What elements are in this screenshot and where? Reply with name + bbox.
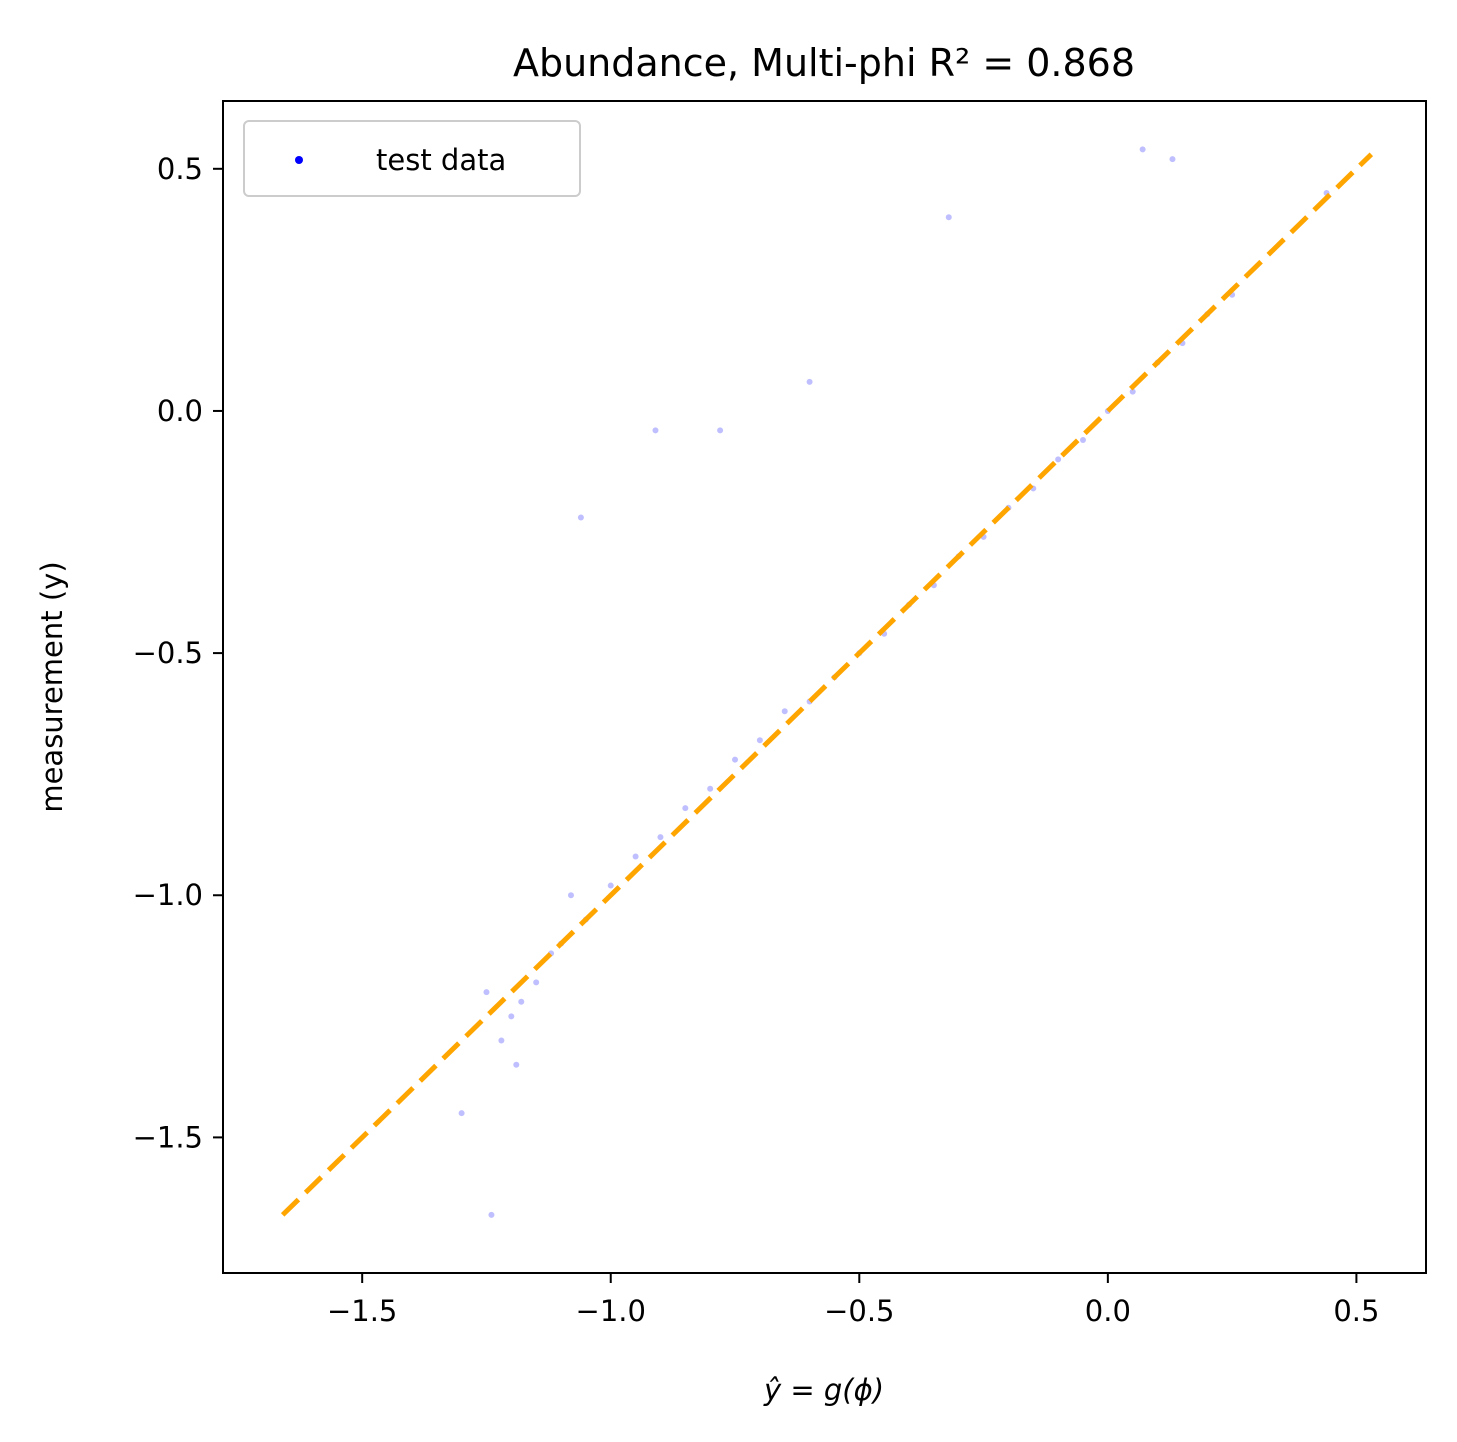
data-point — [483, 989, 490, 996]
x-axis-label: ŷ = g(ϕ) — [763, 1373, 884, 1407]
data-point — [945, 214, 952, 221]
data-point — [707, 785, 714, 792]
data-point — [652, 427, 659, 434]
data-point — [488, 1211, 495, 1218]
x-axis: −1.5 −1.0 −0.5 0.0 0.5 — [327, 1273, 1379, 1328]
identity-line — [280, 152, 1374, 1217]
data-point — [513, 1061, 520, 1068]
y-axis: −1.5 −1.0 −0.5 0.0 0.5 — [133, 152, 223, 1154]
data-point — [806, 378, 813, 385]
data-point — [657, 834, 664, 841]
y-axis-label: measurement (y) — [35, 561, 69, 812]
data-point — [632, 853, 639, 860]
data-point — [1129, 388, 1136, 395]
y-tick-label: −1.5 — [133, 1120, 203, 1154]
x-tick-label: 0.5 — [1333, 1294, 1379, 1328]
y-tick-label: −1.0 — [133, 878, 203, 912]
y-tick-label: 0.0 — [157, 394, 203, 428]
data-point — [682, 805, 689, 812]
legend-box — [243, 120, 581, 197]
data-point — [533, 979, 540, 986]
data-point — [518, 998, 525, 1005]
data-point — [1139, 146, 1146, 153]
legend-marker — [295, 156, 303, 164]
data-point — [607, 882, 614, 889]
y-tick-label: −0.5 — [133, 636, 203, 670]
data-point — [717, 427, 724, 434]
data-point — [732, 756, 739, 763]
y-tick-label: 0.5 — [157, 152, 203, 186]
data-point — [1169, 156, 1176, 163]
legend: test data — [243, 120, 581, 197]
plot-border — [222, 100, 1427, 1274]
data-point — [567, 892, 574, 899]
data-point — [498, 1037, 505, 1044]
data-point — [1079, 437, 1086, 444]
x-tick-label: 0.0 — [1085, 1294, 1131, 1328]
identity-line-segment — [280, 152, 1374, 1217]
data-point — [577, 514, 584, 521]
data-point — [756, 737, 763, 744]
data-point — [508, 1013, 515, 1020]
data-point — [1055, 456, 1062, 463]
chart-title: Abundance, Multi-phi R² = 0.868 — [513, 41, 1135, 85]
data-point — [458, 1110, 465, 1117]
x-tick-label: −0.5 — [824, 1294, 894, 1328]
legend-label: test data — [376, 143, 506, 177]
data-point — [781, 708, 788, 715]
x-tick-label: −1.0 — [576, 1294, 646, 1328]
x-tick-label: −1.5 — [327, 1294, 397, 1328]
